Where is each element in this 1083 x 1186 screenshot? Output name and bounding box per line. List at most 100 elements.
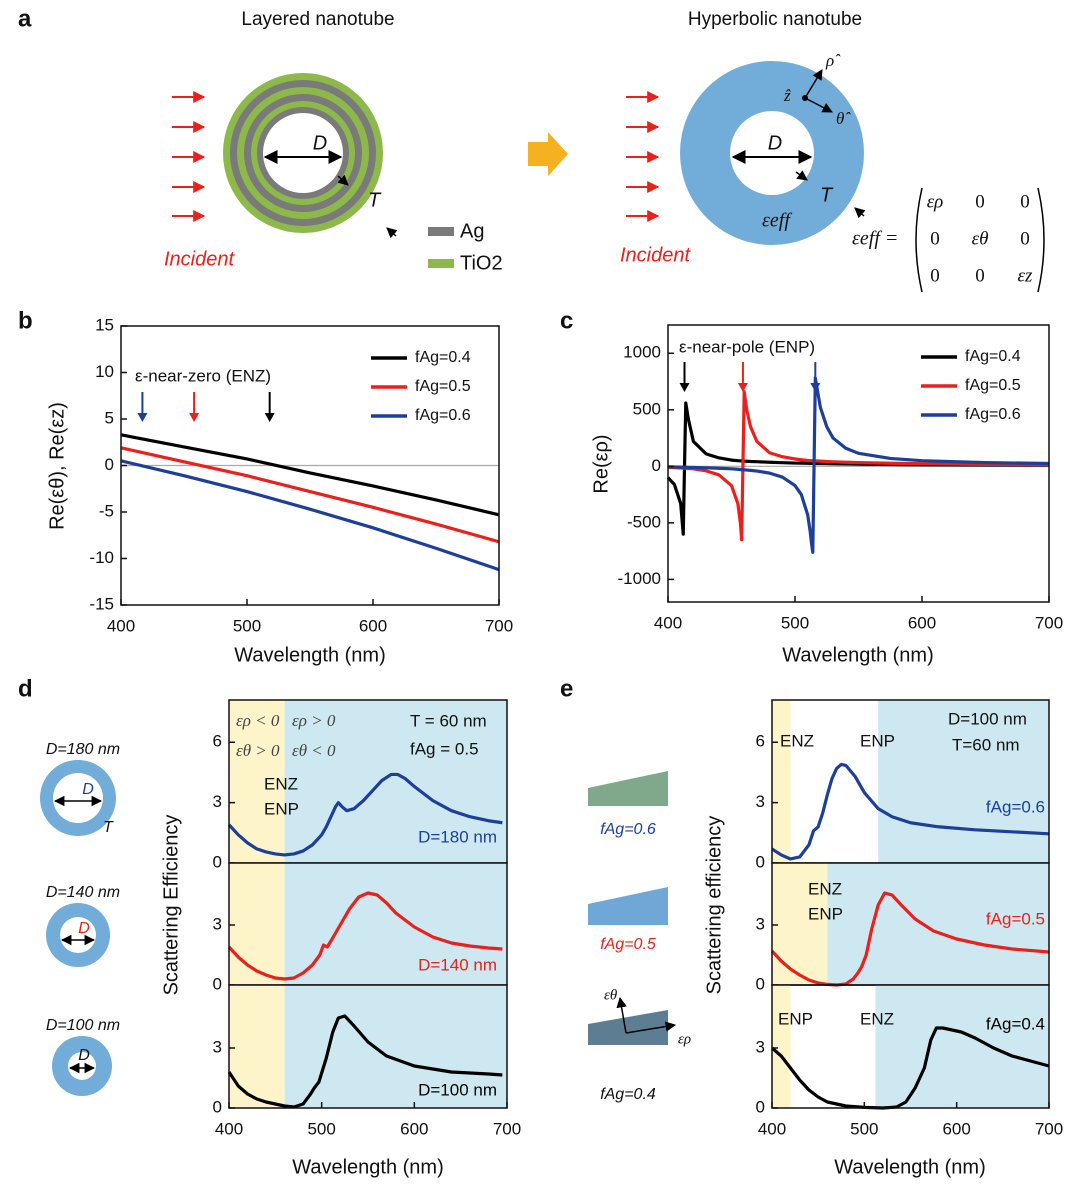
axis-label: εθ <box>604 987 618 1003</box>
matrix-cell: 0 <box>975 265 985 286</box>
legend-swatch <box>428 227 454 236</box>
matrix-cell: εθ <box>972 228 989 249</box>
y-tick-label: 0 <box>756 974 765 993</box>
incident-label: Incident <box>620 244 691 266</box>
shaded-region <box>772 863 828 985</box>
series-line <box>770 891 1050 987</box>
diagram-label: D=180 nm <box>46 741 120 758</box>
t-arrow <box>854 207 866 219</box>
matrix-cell: ερ <box>927 191 944 212</box>
x-tick-label: 500 <box>781 613 809 632</box>
x-tick-label: 400 <box>758 1119 786 1138</box>
y-tick-label: -1000 <box>618 569 661 588</box>
y-tick-label: 500 <box>633 399 661 418</box>
y-tick-label: 3 <box>756 792 765 811</box>
legend-label: fAg=0.5 <box>965 377 1021 394</box>
legend-swatch <box>428 259 454 268</box>
x-tick-label: 600 <box>400 1119 428 1138</box>
matrix: ερ 0 0 0 εθ 0 0 0 εz <box>927 191 1033 286</box>
x-tick-label: 400 <box>654 613 682 632</box>
series-label: fAg=0.5 <box>986 909 1045 928</box>
y-tick-label: 6 <box>213 732 222 751</box>
layered-tube <box>223 73 383 233</box>
x-tick-label: 600 <box>359 616 387 635</box>
annotation-arrowhead <box>679 383 690 392</box>
incident-arrows <box>172 91 660 222</box>
x-tick-label: 700 <box>1035 1119 1063 1138</box>
series-label: D=100 nm <box>418 1080 497 1099</box>
x-tick-label: 700 <box>485 616 513 635</box>
panel-label: a <box>18 5 32 32</box>
axis-label: ρ̂ <box>825 51 841 70</box>
annotation: ENZ <box>780 731 814 750</box>
series-label: D=140 nm <box>418 955 497 974</box>
panel-d-diagrams: D=180 nm D T D=140 nm D D=100 nm D <box>40 741 120 1096</box>
legend-label: Ag <box>460 220 484 242</box>
legend-label: fAg=0.5 <box>415 378 471 395</box>
y-axis-label: Re(εθ), Re(εz) <box>46 402 68 530</box>
y-tick-label: -5 <box>99 501 114 520</box>
t-arrow <box>337 174 349 186</box>
shaded-region <box>878 700 1049 863</box>
annotation: εθ < 0 <box>292 741 336 760</box>
annotation: ερ < 0 <box>236 711 280 730</box>
series-line <box>227 891 503 981</box>
y-tick-label: 0 <box>213 1097 222 1116</box>
incident-label: Incident <box>164 248 235 270</box>
plot-frame <box>667 324 1050 603</box>
series-label: fAg=0.6 <box>986 797 1045 816</box>
annotation: D=100 nm <box>948 709 1027 728</box>
y-tick-label: 6 <box>756 732 765 751</box>
legend-label: fAg=0.6 <box>415 407 471 424</box>
series-label: fAg=0.4 <box>986 1014 1045 1033</box>
axis-label: ẑ <box>783 86 791 105</box>
annotation: ENP <box>778 1009 813 1028</box>
y-tick-label: 5 <box>105 408 114 427</box>
bracket <box>915 187 923 293</box>
annotation: ENP <box>808 904 843 923</box>
shaded-region <box>772 985 791 1108</box>
y-tick-label: 0 <box>213 974 222 993</box>
x-tick-label: 600 <box>908 613 936 632</box>
x-tick-label: 600 <box>942 1119 970 1138</box>
y-tick-label: 0 <box>213 852 222 871</box>
annotation: ερ > 0 <box>292 711 336 730</box>
matrix-cell: 0 <box>1020 191 1030 212</box>
y-tick-label: 3 <box>756 1037 765 1056</box>
wedge-label: fAg=0.6 <box>600 821 656 838</box>
x-tick-label: 400 <box>107 616 135 635</box>
y-tick-label: 0 <box>756 852 765 871</box>
annotation: ε-near-zero (ENZ) <box>135 366 271 385</box>
x-tick-label: 500 <box>233 616 261 635</box>
title: Hyperbolic nanotube <box>688 9 862 30</box>
transform-arrow <box>528 132 568 176</box>
wedge <box>588 771 668 806</box>
matrix-lhs: εeff = <box>852 228 898 250</box>
annotation: T=60 nm <box>952 735 1020 754</box>
shaded-region <box>229 985 285 1108</box>
y-tick-label: 0 <box>652 456 661 475</box>
y-tick-label: 1000 <box>623 343 661 362</box>
shaded-region <box>284 985 507 1108</box>
matrix-cell: 0 <box>1020 228 1030 249</box>
y-tick-label: 10 <box>95 362 114 381</box>
y-tick-label: -500 <box>627 512 661 531</box>
matrix-cell: 0 <box>930 228 940 249</box>
annotation-arrowhead <box>737 383 748 392</box>
t-label: T <box>368 189 382 211</box>
axis-arrow <box>804 69 823 99</box>
wedge-label: fAg=0.4 <box>600 1086 656 1103</box>
series-line <box>120 446 500 544</box>
shaded-region <box>284 863 507 985</box>
panel-label: c <box>560 307 573 334</box>
series-line <box>770 1026 1050 1110</box>
annotation: fAg = 0.5 <box>410 739 479 758</box>
wedge <box>588 887 668 925</box>
y-tick-label: -10 <box>89 548 114 567</box>
legend-label: fAg=0.4 <box>965 348 1021 365</box>
x-tick-label: 700 <box>493 1119 521 1138</box>
d-label: D <box>313 132 327 154</box>
series-line <box>667 376 1050 554</box>
